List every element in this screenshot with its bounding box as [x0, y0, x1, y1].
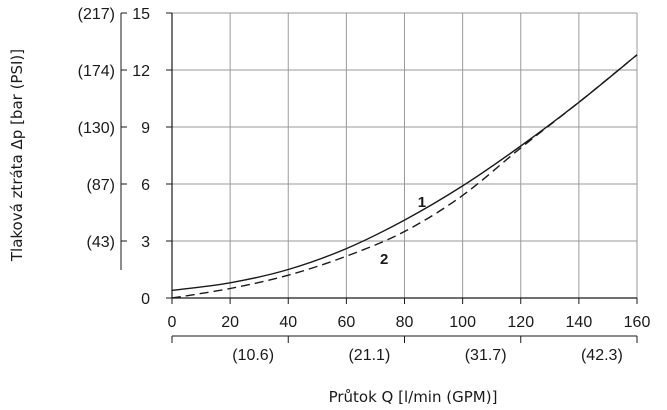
x-tick-label: 100 — [449, 314, 476, 331]
y-tick-label: 3 — [141, 234, 150, 251]
x-axis-title: Průtok Q [l/min (GPM)] — [329, 388, 498, 406]
series-2-label: 2 — [380, 251, 388, 268]
y-tick-label: 12 — [132, 63, 150, 80]
x-secondary-tick-label: (21.1) — [348, 347, 390, 364]
y-secondary-tick-label: (174) — [78, 63, 115, 80]
x-tick-label: 60 — [337, 314, 355, 331]
axes — [120, 12, 638, 343]
x-secondary-tick-label: (31.7) — [465, 347, 507, 364]
y-secondary-tick-label: (43) — [87, 234, 115, 251]
series-1-label: 1 — [418, 194, 426, 211]
x-tick-label: 0 — [168, 314, 177, 331]
x-tick-label: 20 — [221, 314, 239, 331]
series: 12 — [171, 54, 638, 299]
y-axis-title: Tlaková ztráta Δp [bar (PSI)] — [8, 49, 26, 262]
y-tick-label: 6 — [141, 177, 150, 194]
y-secondary-tick-label: (87) — [87, 177, 115, 194]
x-tick-label: 40 — [279, 314, 297, 331]
grid — [171, 12, 638, 299]
x-tick-label: 140 — [566, 314, 593, 331]
x-tick-label: 120 — [507, 314, 534, 331]
x-tick-label: 80 — [396, 314, 414, 331]
x-tick-label: 160 — [624, 314, 651, 331]
y-secondary-tick-label: (130) — [78, 120, 115, 137]
x-secondary-tick-label: (10.6) — [232, 347, 274, 364]
y-secondary-tick-label: (217) — [78, 6, 115, 23]
y-tick-label: 15 — [132, 6, 150, 23]
y-tick-label: 9 — [141, 120, 150, 137]
y-tick-label: 0 — [141, 291, 150, 308]
x-secondary-tick-label: (42.3) — [581, 347, 623, 364]
